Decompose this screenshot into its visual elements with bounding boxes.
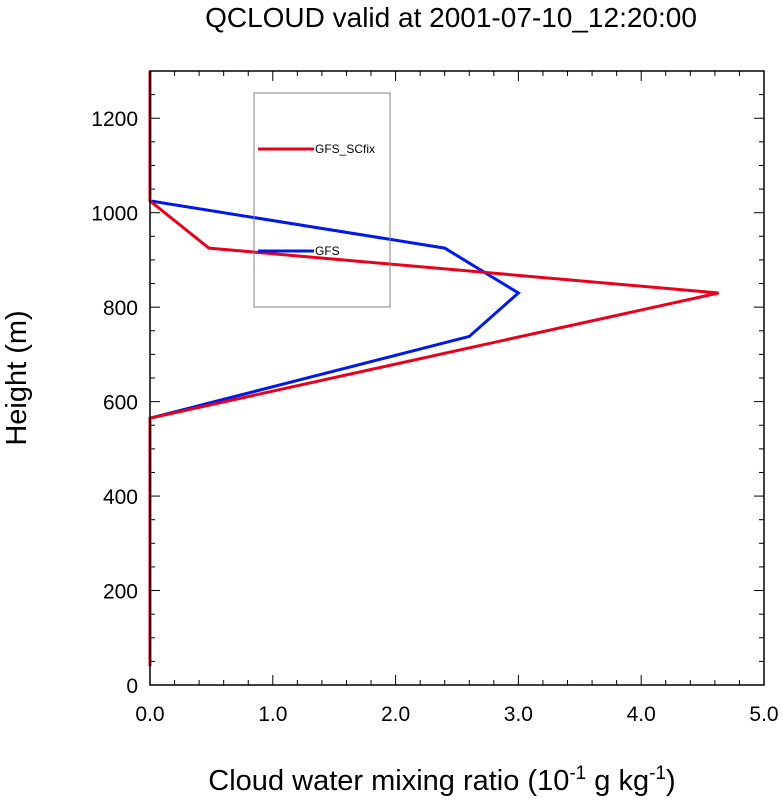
y-tick-label: 1000: [91, 203, 138, 226]
x-tick-label: 5.0: [749, 703, 778, 726]
legend-label-gfs-scfix: GFS_SCfix: [315, 142, 375, 156]
y-tick-label: 800: [103, 297, 138, 320]
chart-title: QCLOUD valid at 2001-07-10_12:20:00: [205, 2, 697, 33]
series-line-gfs-scfix: [148, 71, 719, 667]
y-tick-label: 1200: [91, 108, 138, 131]
x-axis-label: Cloud water mixing ratio (10-1 g kg-1): [208, 763, 675, 797]
series-layer: [148, 71, 719, 667]
y-tick-label: 400: [103, 486, 138, 509]
legend-box: [253, 92, 391, 308]
x-tick-label: 3.0: [504, 703, 533, 726]
y-axis-label: Height (m): [1, 310, 33, 445]
x-tick-label: 2.0: [381, 703, 410, 726]
y-tick-label: 0: [126, 675, 138, 698]
x-axis-ticks: 0.0 1.0 2.0 3.0 4.0 5.0: [135, 71, 779, 726]
y-axis-ticks: 0 200 400 600 800 1000 1200: [91, 70, 764, 698]
x-tick-label: 4.0: [627, 703, 656, 726]
legend: GFS_SCfix GFS: [253, 92, 391, 308]
plot-frame: [149, 70, 765, 686]
y-tick-label: 200: [103, 581, 138, 604]
x-tick-label: 0.0: [135, 703, 164, 726]
y-tick-label: 600: [103, 392, 138, 415]
x-tick-label: 1.0: [258, 703, 287, 726]
series-line-gfs: [149, 199, 521, 420]
legend-label-gfs: GFS: [315, 244, 340, 258]
